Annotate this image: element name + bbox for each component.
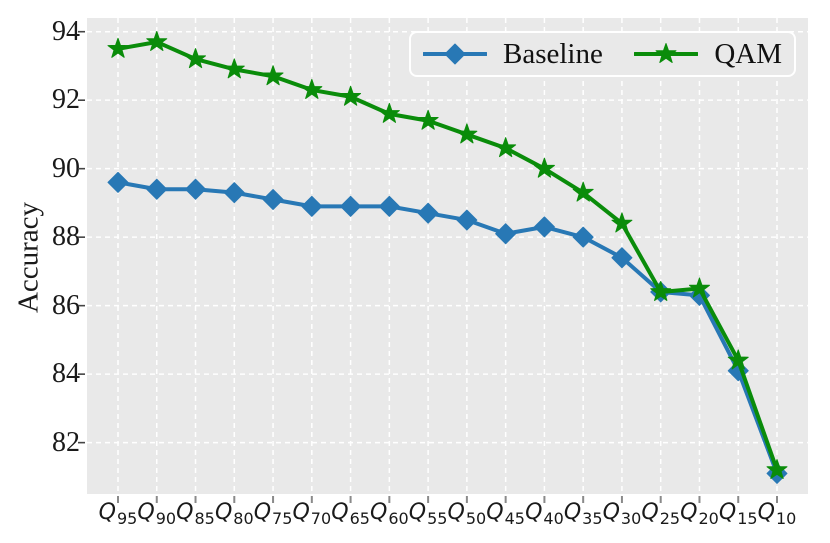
legend-item-baseline: Baseline bbox=[423, 37, 603, 70]
qam-marker bbox=[301, 78, 323, 99]
y-tick-label: 88 bbox=[52, 221, 80, 253]
qam-marker bbox=[146, 30, 168, 51]
legend-label-baseline: Baseline bbox=[503, 37, 603, 70]
star-icon bbox=[634, 43, 699, 63]
plot-area bbox=[78, 18, 808, 503]
x-tick-label: Q15 bbox=[718, 500, 758, 528]
baseline-marker bbox=[533, 216, 555, 238]
baseline-marker bbox=[340, 195, 362, 217]
baseline-marker bbox=[301, 195, 323, 217]
x-tick-label: Q65 bbox=[331, 500, 370, 528]
qam-marker bbox=[223, 58, 245, 79]
qam-marker bbox=[417, 109, 439, 130]
baseline-diamond-icon bbox=[423, 41, 487, 67]
y-tick-label: 90 bbox=[52, 152, 80, 184]
y-tick-label: 92 bbox=[52, 84, 80, 116]
qam-marker bbox=[107, 37, 129, 58]
x-tick-label: Q85 bbox=[176, 500, 215, 528]
y-tick-label: 86 bbox=[52, 289, 80, 321]
x-tick-label: Q20 bbox=[680, 500, 719, 528]
qam-marker bbox=[185, 48, 207, 69]
baseline-marker bbox=[611, 247, 633, 269]
qam-marker bbox=[727, 349, 749, 370]
baseline-marker bbox=[223, 182, 245, 204]
qam-star-icon bbox=[634, 41, 699, 67]
x-tick-label: Q50 bbox=[447, 500, 487, 528]
x-tick-label: Q35 bbox=[563, 500, 603, 528]
qam-marker bbox=[378, 102, 400, 123]
x-tick-label: Q40 bbox=[525, 500, 564, 528]
x-tick-label: Q90 bbox=[137, 500, 177, 528]
legend-marker-sample bbox=[655, 43, 677, 63]
qam-marker bbox=[533, 157, 555, 178]
qam-marker bbox=[572, 181, 594, 202]
qam-marker bbox=[688, 277, 710, 298]
x-tick-label: Q45 bbox=[486, 500, 525, 528]
plot-background bbox=[87, 18, 808, 494]
qam-marker bbox=[650, 280, 672, 301]
qam-marker bbox=[766, 459, 788, 480]
baseline-marker bbox=[146, 178, 168, 200]
legend-item-qam: QAM bbox=[634, 37, 782, 70]
x-tick-label: Q95 bbox=[98, 500, 138, 528]
baseline-marker bbox=[107, 171, 129, 193]
x-tick-label: Q55 bbox=[408, 500, 448, 528]
qam-marker bbox=[495, 137, 517, 158]
baseline-marker bbox=[495, 223, 517, 245]
x-tick-label: Q75 bbox=[253, 500, 293, 528]
x-tick-label: Q10 bbox=[757, 500, 797, 528]
y-tick-label: 84 bbox=[52, 358, 80, 390]
x-tick-label: Q70 bbox=[292, 500, 332, 528]
baseline-marker bbox=[417, 202, 439, 224]
legend-marker-sample bbox=[444, 43, 466, 65]
qam-marker bbox=[456, 123, 478, 144]
baseline-marker bbox=[456, 209, 478, 231]
qam-marker bbox=[262, 65, 284, 86]
x-tick-label: Q80 bbox=[214, 500, 254, 528]
baseline-marker bbox=[262, 188, 284, 210]
baseline-marker bbox=[378, 195, 400, 217]
qam-marker bbox=[611, 212, 633, 233]
x-tick-label: Q60 bbox=[370, 500, 409, 528]
diamond-icon bbox=[423, 43, 487, 65]
y-tick-label: 82 bbox=[52, 426, 80, 458]
baseline-marker bbox=[572, 226, 594, 248]
legend-label-qam: QAM bbox=[714, 37, 782, 70]
qam-marker bbox=[340, 85, 362, 106]
x-tick-label: Q25 bbox=[641, 500, 681, 528]
baseline-marker bbox=[185, 178, 207, 200]
y-tick-label: 94 bbox=[52, 15, 80, 47]
x-tick-label: Q30 bbox=[602, 500, 642, 528]
legend: Baseline QAM bbox=[409, 31, 796, 77]
